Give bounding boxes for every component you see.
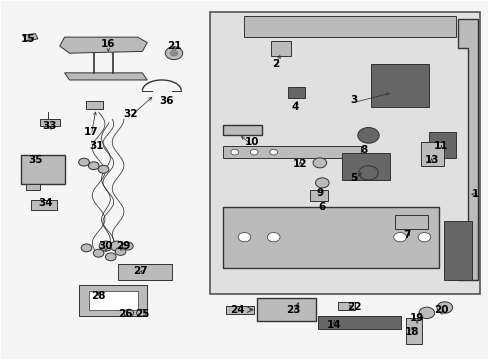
Circle shape [436,302,452,313]
Polygon shape [60,37,147,53]
Text: 7: 7 [403,230,410,240]
Text: 3: 3 [349,95,357,105]
Polygon shape [21,155,64,184]
Polygon shape [309,190,327,202]
Text: 30: 30 [99,241,113,251]
Circle shape [123,309,133,316]
Text: 22: 22 [346,302,361,312]
Polygon shape [420,143,443,166]
Circle shape [98,165,109,173]
Circle shape [110,241,123,251]
Text: 16: 16 [101,39,115,49]
Text: 18: 18 [404,327,419,337]
Circle shape [165,47,183,60]
Circle shape [122,242,133,250]
Polygon shape [64,73,147,80]
Polygon shape [271,41,290,56]
Circle shape [230,149,238,155]
Text: 24: 24 [229,305,244,315]
Text: 4: 4 [291,102,299,112]
Polygon shape [428,132,455,158]
Circle shape [81,244,92,252]
Circle shape [417,233,430,242]
Circle shape [99,241,113,251]
Text: 2: 2 [272,59,279,69]
Text: 33: 33 [42,121,57,131]
Text: 20: 20 [433,305,448,315]
Circle shape [169,50,178,57]
Circle shape [136,309,146,316]
Circle shape [88,162,99,170]
Text: 17: 17 [84,127,99,137]
Polygon shape [394,215,427,229]
Polygon shape [256,298,316,321]
Text: 19: 19 [409,312,424,323]
Text: 6: 6 [318,202,325,212]
Polygon shape [222,207,438,267]
Polygon shape [89,291,137,310]
Text: 14: 14 [326,320,341,330]
Circle shape [238,233,250,242]
Polygon shape [26,184,40,190]
Circle shape [315,178,328,188]
Circle shape [393,233,406,242]
Polygon shape [23,33,38,41]
Polygon shape [370,64,428,107]
Polygon shape [118,264,171,280]
Text: 31: 31 [89,141,103,151]
Polygon shape [79,285,147,316]
Polygon shape [287,87,305,98]
Text: 21: 21 [166,41,181,51]
Text: 23: 23 [285,305,300,315]
Circle shape [79,158,89,166]
Circle shape [115,248,125,255]
Text: 29: 29 [116,241,130,251]
Polygon shape [406,318,421,343]
Polygon shape [222,125,261,135]
Circle shape [357,127,378,143]
Text: 26: 26 [118,309,132,319]
Polygon shape [244,16,455,37]
Polygon shape [338,302,355,310]
Polygon shape [443,221,471,280]
Text: 36: 36 [159,96,174,107]
Text: 13: 13 [424,156,438,165]
Polygon shape [458,19,477,280]
Text: 28: 28 [91,291,106,301]
Circle shape [269,149,277,155]
Polygon shape [341,153,389,180]
Circle shape [312,158,326,168]
Text: 25: 25 [135,309,149,319]
Polygon shape [225,306,254,314]
Text: 12: 12 [293,159,307,169]
Text: 5: 5 [349,173,357,183]
Text: 8: 8 [359,145,366,155]
Polygon shape [222,146,361,158]
Polygon shape [40,119,60,126]
Text: 11: 11 [433,141,448,151]
Text: 9: 9 [316,188,323,198]
Text: 10: 10 [244,138,259,148]
Text: 34: 34 [38,198,52,208]
FancyBboxPatch shape [210,12,479,294]
Text: 35: 35 [28,156,42,165]
Circle shape [250,149,258,155]
Circle shape [418,307,434,319]
Circle shape [358,166,377,180]
Circle shape [93,249,104,257]
Circle shape [267,233,280,242]
Text: 15: 15 [21,34,35,44]
Polygon shape [318,316,400,329]
Text: 27: 27 [132,266,147,276]
Text: 32: 32 [123,109,137,119]
Polygon shape [30,200,57,210]
Text: 1: 1 [471,189,478,199]
Polygon shape [86,102,103,109]
Circle shape [105,253,116,261]
